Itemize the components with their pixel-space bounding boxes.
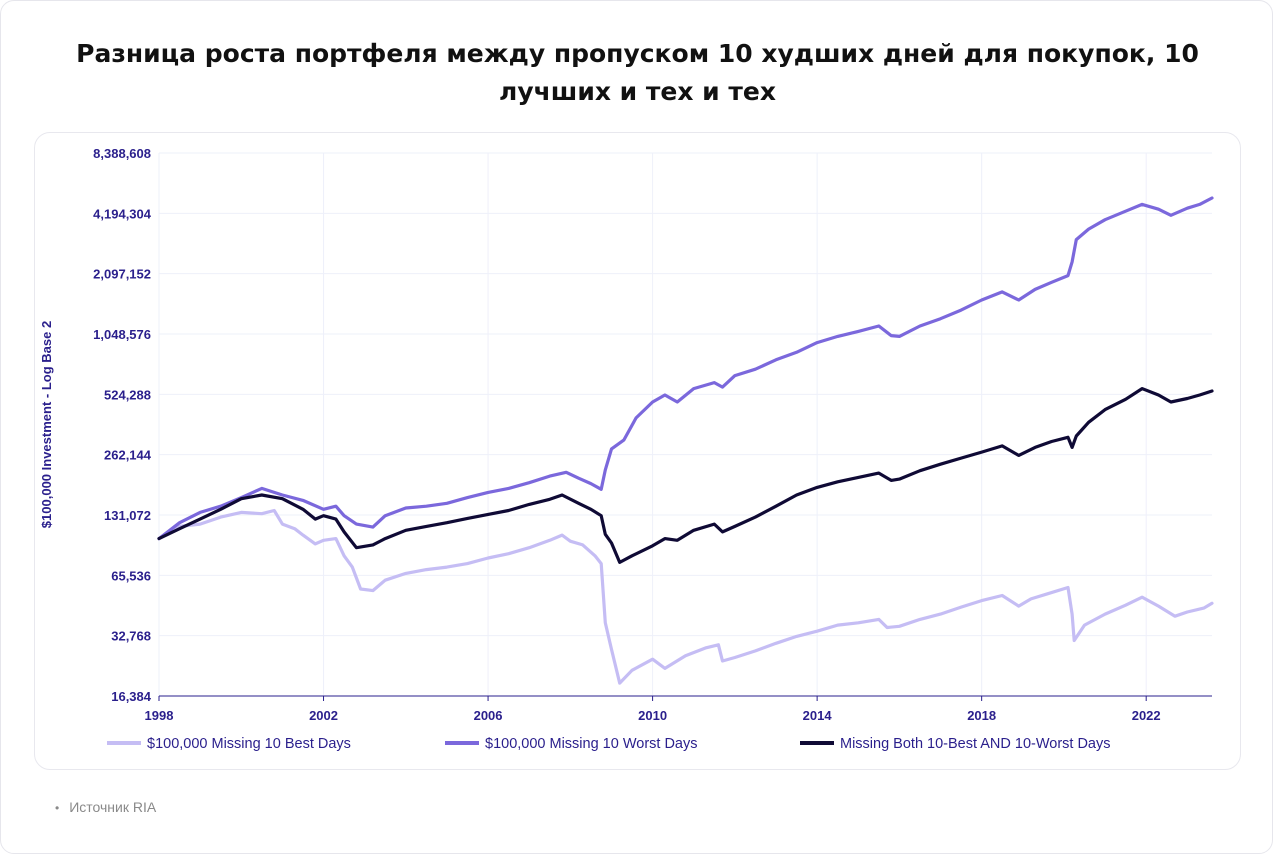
- y-tick-label: 4,194,304: [93, 206, 152, 221]
- x-tick-label: 2002: [309, 708, 338, 723]
- y-axis-label: $100,000 Investment - Log Base 2: [39, 321, 54, 528]
- y-tick-label: 1,048,576: [93, 327, 151, 342]
- x-tick-label: 2010: [638, 708, 667, 723]
- x-tick-label: 2022: [1132, 708, 1161, 723]
- series-line-missing-both-days: [157, 387, 1214, 564]
- y-tick-label: 262,144: [104, 448, 152, 463]
- legend-label: Missing Both 10-Best AND 10-Worst Days: [840, 736, 1111, 752]
- legend-label: $100,000 Missing 10 Worst Days: [485, 736, 698, 752]
- y-tick-label: 32,768: [111, 629, 151, 644]
- chart-card: 8,388,608 4,194,304 2,097,152 1,048,576 524,…: [34, 132, 1241, 770]
- source-text: Источник RIA: [69, 799, 157, 815]
- y-tick-label: 8,388,608: [93, 146, 151, 161]
- chart-title: Разница роста портфеля между пропуском 1…: [76, 39, 1199, 106]
- x-tick-label: 2006: [474, 708, 503, 723]
- legend: $100,000 Missing 10 Best Days $100,000 Mi…: [107, 736, 1111, 752]
- source-note: • Источник RIA: [55, 799, 156, 815]
- x-tick-label: 1998: [145, 708, 174, 723]
- x-tick-label: 2014: [803, 708, 833, 723]
- y-tick-label: 16,384: [111, 689, 152, 704]
- series-line-missing-10-best-days: [157, 508, 1214, 685]
- chart-svg: 8,388,608 4,194,304 2,097,152 1,048,576 524,…: [39, 146, 1214, 752]
- x-tick-label: 2018: [967, 708, 996, 723]
- series-lines: [157, 196, 1214, 685]
- y-axis-ticks: 8,388,608 4,194,304 2,097,152 1,048,576 524,…: [93, 146, 152, 704]
- legend-label: $100,000 Missing 10 Best Days: [147, 736, 351, 752]
- y-tick-label: 524,288: [104, 387, 151, 402]
- series-line-missing-10-worst-days: [157, 196, 1214, 541]
- y-tick-label: 2,097,152: [93, 267, 151, 282]
- y-tick-label: 131,072: [104, 508, 151, 523]
- y-tick-label: 65,536: [111, 568, 151, 583]
- grid-lines: [158, 152, 1212, 697]
- bullet-icon: •: [55, 801, 60, 815]
- x-axis-ticks: 1998 2002 2006 2010 2014 2018 2022: [145, 695, 1212, 723]
